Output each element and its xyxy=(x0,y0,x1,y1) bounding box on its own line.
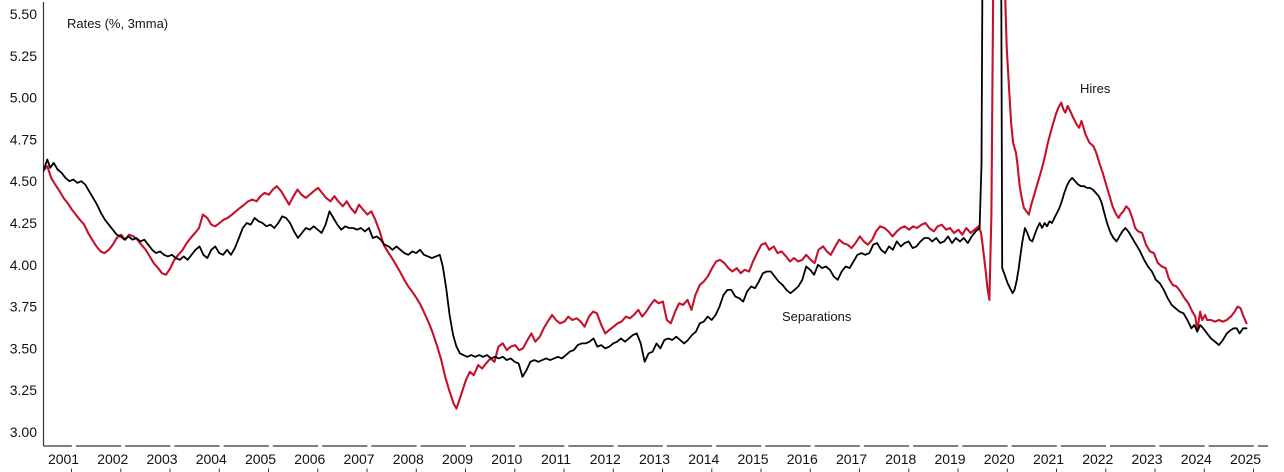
data-series xyxy=(43,0,1248,410)
x-tick-label: 2006 xyxy=(294,451,325,467)
x-tick-label: 2005 xyxy=(245,451,276,467)
y-tick-label: 3.25 xyxy=(10,382,37,398)
y-tick-label: 4.25 xyxy=(10,215,37,231)
x-tick-label: 2023 xyxy=(1131,451,1162,467)
x-tick-label: 2020 xyxy=(984,451,1015,467)
x-tick-label: 2003 xyxy=(146,451,177,467)
y-tick-label: 4.00 xyxy=(10,257,37,273)
y-tick-label: 5.00 xyxy=(10,90,37,106)
x-tick-label: 2004 xyxy=(196,451,227,467)
x-tick-label: 2013 xyxy=(639,451,670,467)
x-tick-label: 2021 xyxy=(1033,451,1064,467)
x-tick-label: 2025 xyxy=(1230,451,1261,467)
y-tick-label: 4.50 xyxy=(10,173,37,189)
x-tick-label: 2011 xyxy=(541,451,571,467)
hires-series-label: Hires xyxy=(1080,81,1111,96)
tick-labels: 5.50 5.25 5.00 4.75 4.50 4.25 4.00 3.75 3.50 3.25… xyxy=(10,6,1261,472)
y-tick-label: 5.50 xyxy=(10,6,37,22)
separations-series-label: Separations xyxy=(782,309,852,324)
x-tick-label: 2015 xyxy=(737,451,768,467)
y-tick-label: 5.25 xyxy=(10,48,37,64)
x-tick-label: 2024 xyxy=(1181,451,1212,467)
x-tick-label: 2016 xyxy=(787,451,818,467)
x-tick-label: 2017 xyxy=(836,451,867,467)
x-tick-label: 2007 xyxy=(343,451,374,467)
x-tick-label: 2014 xyxy=(688,451,719,467)
y-tick-label: 3.75 xyxy=(10,299,37,315)
x-tick-label: 2022 xyxy=(1082,451,1113,467)
x-tick-label: 2018 xyxy=(885,451,916,467)
y-tick-label: 3.00 xyxy=(10,424,37,440)
x-tick-label: 2008 xyxy=(393,451,424,467)
x-tick-label: 2019 xyxy=(934,451,965,467)
x-tick-label: 2010 xyxy=(491,451,522,467)
chart-title: Rates (%, 3mma) xyxy=(67,16,168,31)
x-tick-label: 2012 xyxy=(590,451,621,467)
separations-line xyxy=(43,0,1248,378)
axes xyxy=(42,2,1268,447)
x-tick-label: 2009 xyxy=(442,451,473,467)
y-tick-label: 4.75 xyxy=(10,131,37,147)
hires-line xyxy=(43,0,1248,410)
x-tick-label: 2002 xyxy=(97,451,128,467)
y-tick-label: 3.50 xyxy=(10,340,37,356)
x-tick-label: 2001 xyxy=(48,451,79,467)
